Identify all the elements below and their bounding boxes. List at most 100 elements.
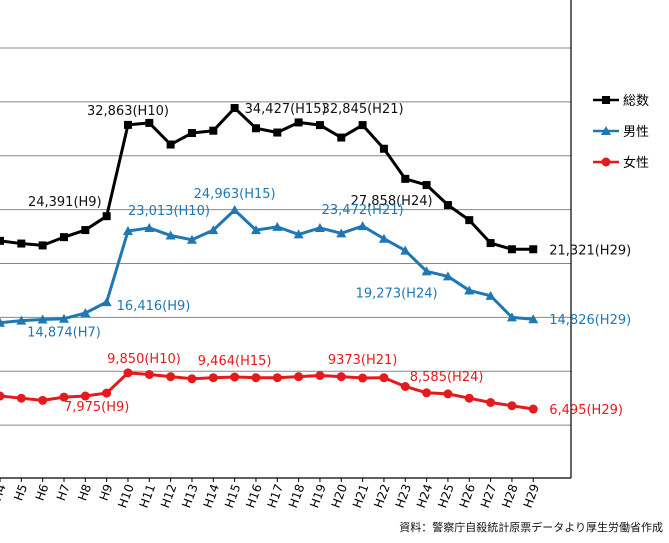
x-tick-label: H23 [393,482,414,510]
data-label: 34,427(H15) [245,102,327,117]
x-tick-label: H4 [0,482,9,502]
data-point [59,233,68,242]
data-label: 14,826(H29) [549,313,631,328]
x-tick-label: H15 [222,482,243,510]
data-point [422,388,432,398]
data-point [251,373,261,383]
data-point [272,221,283,231]
data-point [123,368,133,378]
data-point [230,372,240,382]
x-tick-label: H25 [435,482,456,510]
data-point [507,245,516,254]
data-point [294,118,303,127]
data-point [166,372,176,382]
x-tick-label: H12 [158,482,179,510]
data-point [443,201,452,210]
x-tick-label: H8 [75,482,94,502]
data-point [358,373,368,383]
data-label: 6,495(H29) [549,403,623,418]
data-point [379,144,388,153]
data-point [209,126,218,135]
data-point [507,401,517,411]
x-tick-label: H7 [54,482,73,502]
data-point [442,271,453,281]
data-point [485,290,496,300]
data-point [0,236,4,245]
data-label: 23,013(H10) [128,204,210,219]
data-point [81,226,90,235]
data-point [80,308,91,318]
data-point [379,373,389,383]
data-point [17,239,26,248]
x-tick-label: H27 [478,482,499,510]
data-point [229,205,240,215]
x-tick-label: H21 [350,482,371,510]
data-point [58,313,69,323]
data-point [208,373,218,383]
data-point [357,221,368,231]
data-label: 7,975(H9) [64,400,129,415]
data-point [400,381,410,391]
series-line-1 [0,208,534,325]
data-point [186,234,197,244]
x-tick-label: H26 [457,482,478,510]
data-point [443,389,453,399]
data-point [59,392,69,402]
x-tick-label: H9 [97,482,116,502]
data-point [251,124,260,133]
data-point [208,225,219,235]
data-label: 14,874(H7) [27,326,101,341]
data-label: 8,585(H24) [410,370,484,385]
data-point [102,212,111,221]
data-point [506,312,517,322]
data-point [315,371,325,381]
legend-marker [601,157,611,167]
data-point [273,128,282,137]
data-point [401,174,410,183]
x-tick-label: H5 [11,482,30,502]
x-tick-label: H13 [179,482,200,510]
data-label: 21,321(H29) [549,243,631,258]
data-label: 19,273(H24) [356,286,438,301]
data-point [145,118,154,127]
data-point [337,133,346,142]
source-note: 資料：警察庁自殺統計原票データより厚生労働省作成 [399,521,663,534]
x-tick-label: H19 [307,482,328,510]
data-point [122,226,133,236]
data-point [465,216,474,225]
data-point [38,395,48,405]
data-label: 9,850(H10) [107,352,181,367]
x-tick-label: H24 [414,482,435,510]
data-point [358,121,367,130]
data-point [230,104,239,113]
data-point [0,317,5,327]
data-point [422,181,431,190]
data-point [123,120,132,129]
data-point [16,315,27,325]
x-tick-label: H28 [499,482,520,510]
data-point [294,372,304,382]
legend-label: 総数 [623,94,649,109]
data-label: 23,472(H21) [322,203,404,218]
data-point [187,129,196,138]
x-tick-label: H11 [137,482,158,510]
data-point [80,391,90,401]
data-label: 32,845(H21) [322,102,404,117]
x-tick-label: H14 [201,482,222,510]
data-point [293,229,304,239]
data-label: 9373(H21) [328,353,398,368]
data-point [187,374,197,384]
data-point [378,233,389,243]
legend-label: 女性 [623,155,649,171]
data-point [272,373,282,383]
data-label: 32,863(H10) [87,104,169,119]
data-point [486,239,495,248]
data-point [102,388,112,398]
data-point [336,228,347,238]
x-tick-label: H18 [286,482,307,510]
x-tick-label: H22 [371,482,392,510]
legend-marker [601,126,611,135]
data-point [38,241,47,250]
data-point [16,393,26,403]
